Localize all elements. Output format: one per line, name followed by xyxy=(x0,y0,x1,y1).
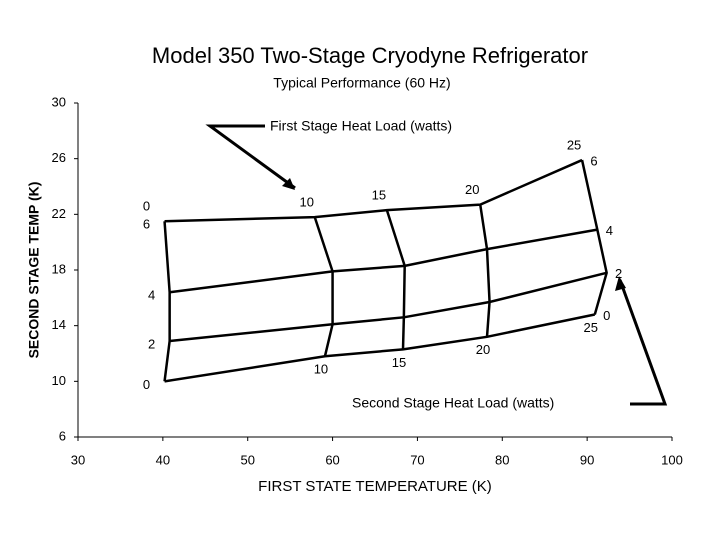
y-tick-label: 30 xyxy=(52,94,66,109)
second-stage-load-label: 2 xyxy=(615,266,622,281)
y-tick-label: 22 xyxy=(52,206,66,221)
annotation-arrow xyxy=(205,124,296,190)
first-stage-load-line xyxy=(478,204,491,337)
first-stage-load-line xyxy=(580,159,608,315)
y-tick-label: 6 xyxy=(59,428,66,443)
first-stage-load-line xyxy=(313,216,334,357)
x-tick-label: 70 xyxy=(410,452,424,467)
annotation-arrow xyxy=(618,279,668,406)
x-tick-label: 30 xyxy=(71,452,85,467)
first-stage-load-label: 0 xyxy=(143,199,150,214)
chart-subtitle: Typical Performance (60 Hz) xyxy=(273,75,450,91)
annotation: Second Stage Heat Load (watts) xyxy=(352,395,554,411)
second-stage-load-line xyxy=(169,228,598,294)
second-stage-load-label: 6 xyxy=(590,153,597,168)
second-stage-load-label: 4 xyxy=(606,223,613,238)
first-stage-load-label: 15 xyxy=(392,355,406,370)
second-stage-load-label: 0 xyxy=(603,308,610,323)
y-tick-label: 18 xyxy=(52,261,66,276)
first-stage-load-label: 10 xyxy=(314,362,328,377)
y-axis-label: SECOND STAGE TEMP (K) xyxy=(26,182,42,359)
x-tick-label: 40 xyxy=(156,452,170,467)
x-tick-label: 100 xyxy=(661,452,683,467)
x-tick-label: 50 xyxy=(240,452,254,467)
x-axis-label: FIRST STATE TEMPERATURE (K) xyxy=(258,478,492,495)
y-tick-label: 26 xyxy=(52,150,66,165)
first-stage-load-label: 25 xyxy=(567,137,581,152)
first-stage-load-label: 10 xyxy=(300,195,314,210)
second-stage-load-label: 6 xyxy=(143,217,150,232)
first-stage-load-label: 20 xyxy=(465,182,479,197)
second-stage-load-label: 4 xyxy=(148,288,155,303)
arrow-head xyxy=(282,178,295,190)
second-stage-load-label: 0 xyxy=(143,377,150,392)
first-stage-load-label: 20 xyxy=(476,342,490,357)
chart-title: Model 350 Two-Stage Cryodyne Refrigerato… xyxy=(152,43,588,68)
x-tick-label: 80 xyxy=(495,452,509,467)
x-tick-label: 60 xyxy=(325,452,339,467)
second-stage-load-label: 2 xyxy=(148,336,155,351)
y-tick-label: 10 xyxy=(52,373,66,388)
x-tick-label: 90 xyxy=(580,452,594,467)
annotation: First Stage Heat Load (watts) xyxy=(270,118,452,134)
first-stage-load-label: 15 xyxy=(372,188,386,203)
y-tick-label: 14 xyxy=(52,317,66,332)
first-stage-load-line xyxy=(385,209,406,350)
first-stage-load-line xyxy=(163,221,171,382)
arrow-head xyxy=(615,276,626,291)
second-stage-load-line xyxy=(164,313,596,383)
first-stage-load-label: 25 xyxy=(584,320,598,335)
